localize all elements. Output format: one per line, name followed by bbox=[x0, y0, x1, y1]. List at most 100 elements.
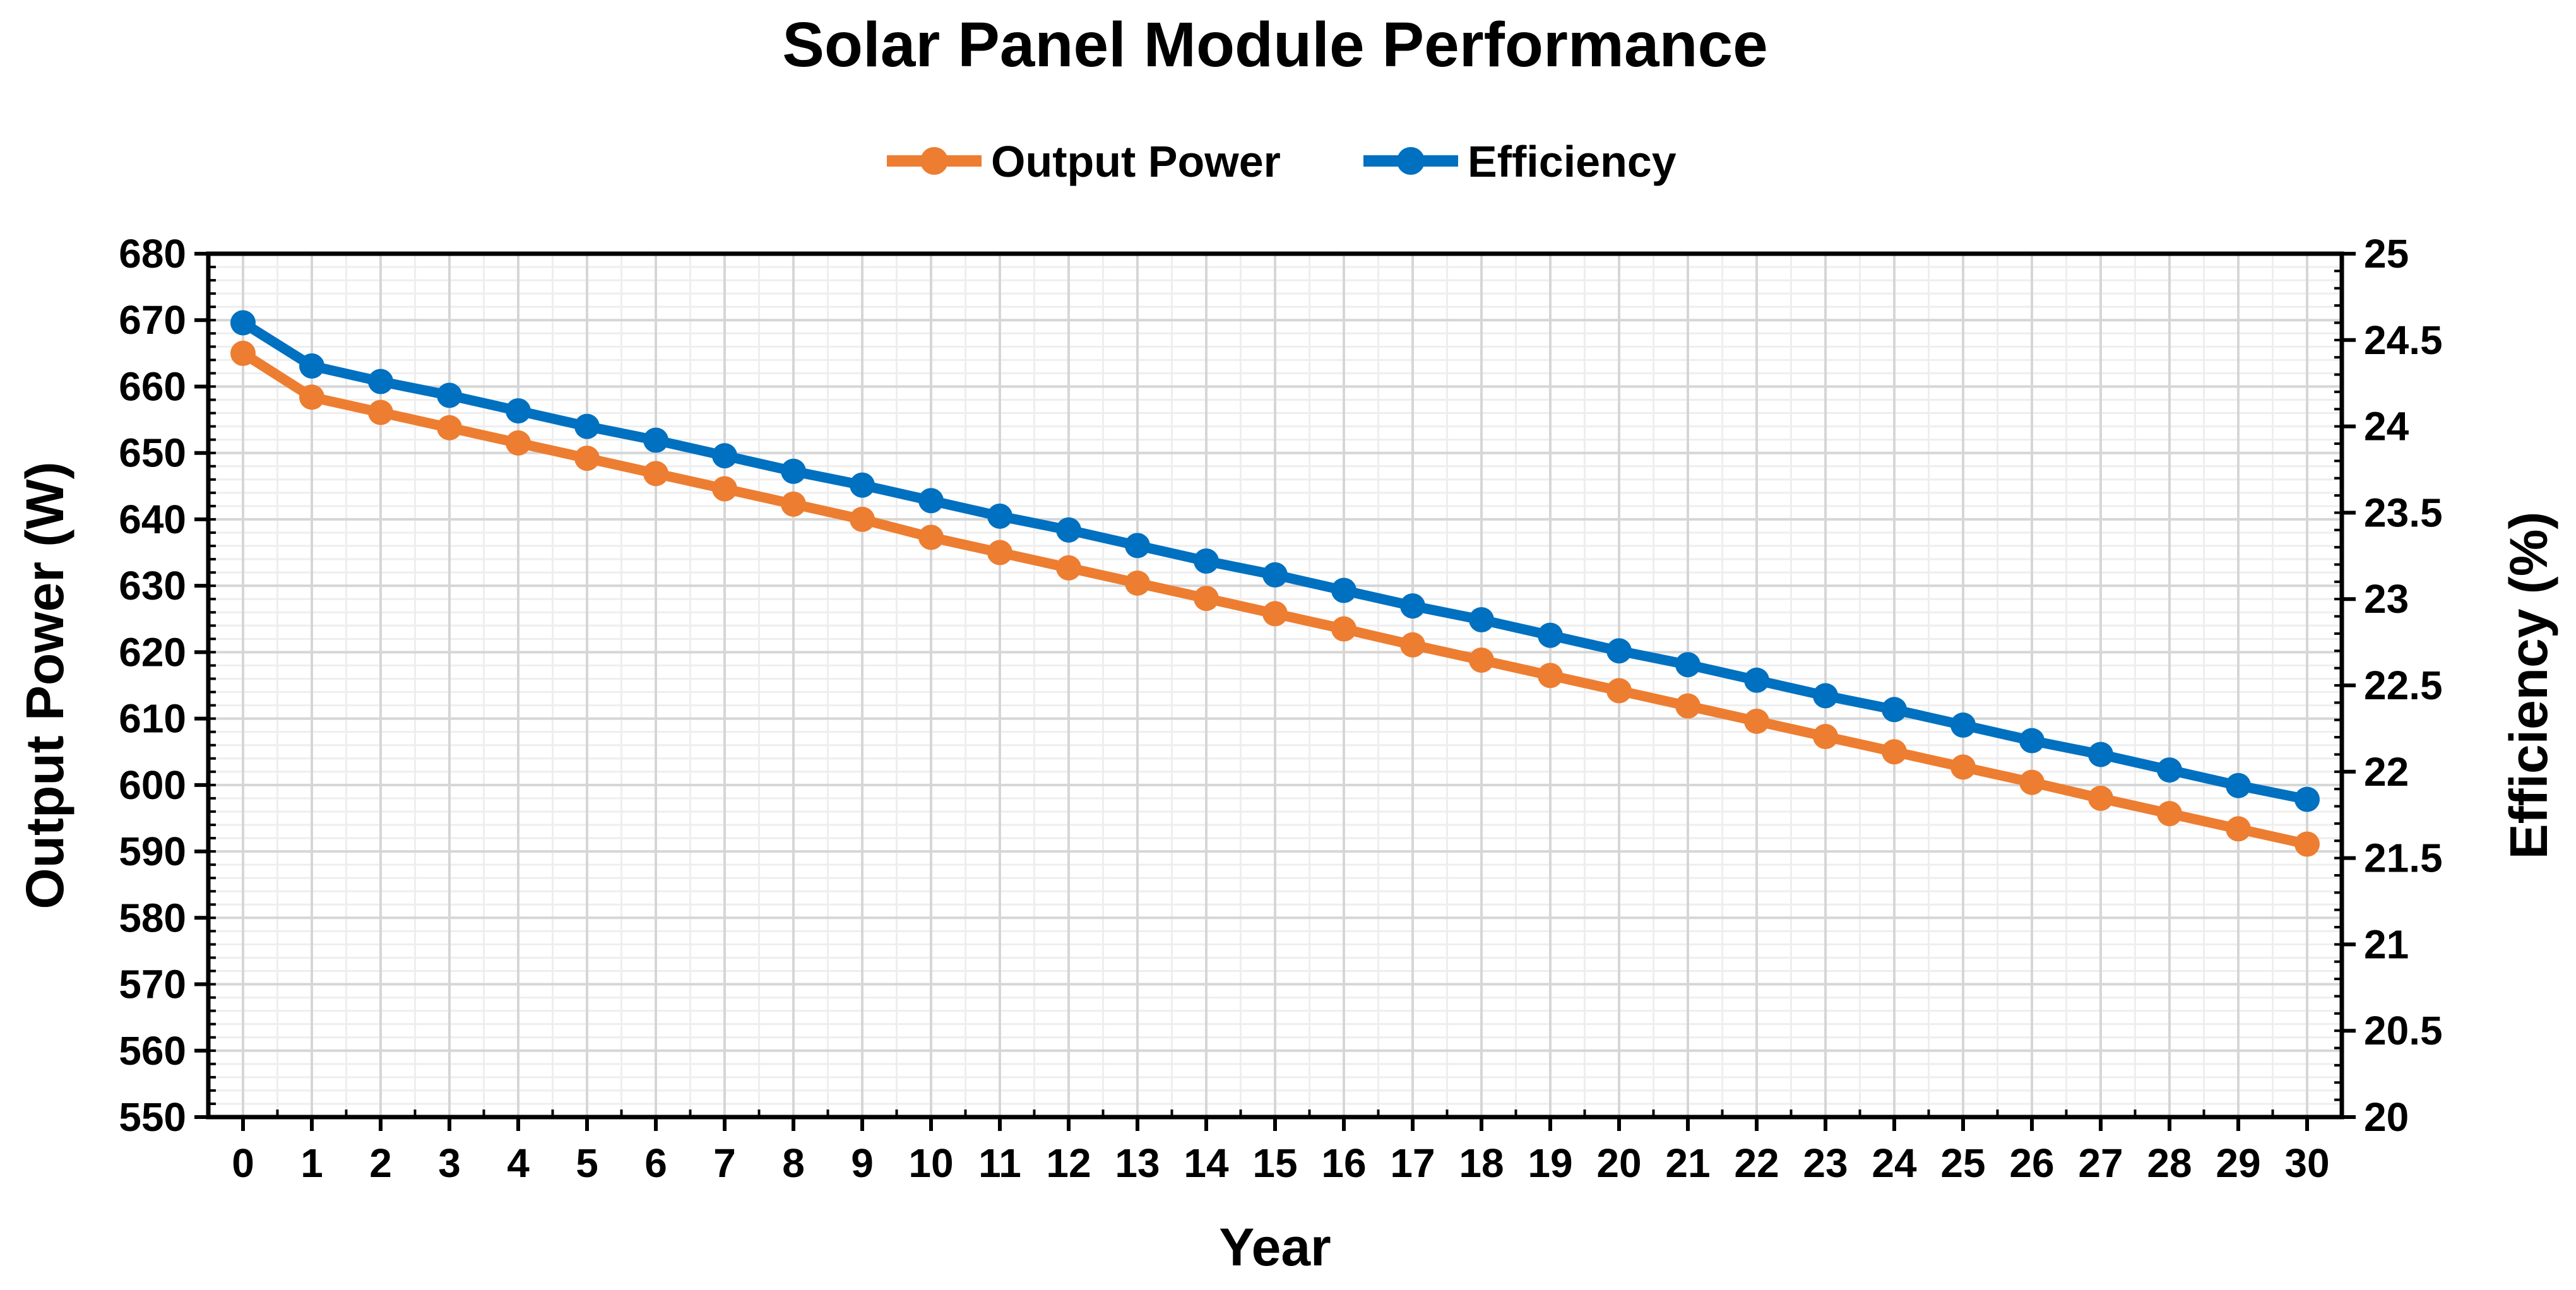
y2-tick-label: 24 bbox=[2364, 404, 2409, 449]
data-point-output-power bbox=[2019, 769, 2045, 795]
x-tick-label: 9 bbox=[851, 1140, 874, 1186]
x-tick-label: 20 bbox=[1596, 1140, 1641, 1186]
ticks-layer bbox=[194, 252, 2356, 1131]
x-tick-label: 6 bbox=[644, 1140, 667, 1186]
y-tick-label: 580 bbox=[119, 895, 186, 940]
y2-tick-label: 25 bbox=[2364, 231, 2409, 276]
y-tick-label: 640 bbox=[119, 497, 186, 542]
data-point-output-power bbox=[2088, 785, 2113, 811]
data-point-efficiency bbox=[1950, 712, 1976, 738]
data-point-efficiency bbox=[1056, 517, 1081, 543]
y2-axis-title: Efficiency (%) bbox=[2499, 512, 2558, 860]
data-point-efficiency bbox=[574, 413, 600, 439]
x-tick-label: 29 bbox=[2216, 1140, 2260, 1186]
data-point-output-power bbox=[712, 476, 737, 502]
data-point-output-power bbox=[437, 415, 462, 441]
x-tick-label: 5 bbox=[576, 1140, 598, 1186]
legend-marker-output-power bbox=[920, 147, 948, 175]
x-tick-label: 16 bbox=[1321, 1140, 1366, 1186]
data-point-efficiency bbox=[1813, 683, 1838, 709]
y2-tick-label: 20 bbox=[2364, 1094, 2409, 1140]
data-point-efficiency bbox=[1744, 667, 1769, 693]
data-point-output-power bbox=[506, 430, 531, 456]
data-point-efficiency bbox=[2157, 757, 2182, 783]
data-point-efficiency bbox=[850, 472, 875, 498]
x-tick-label: 26 bbox=[2009, 1140, 2054, 1186]
x-tick-label: 0 bbox=[232, 1140, 254, 1186]
legend-marker-efficiency bbox=[1397, 147, 1425, 175]
x-tick-label: 25 bbox=[1940, 1140, 1985, 1186]
data-point-efficiency bbox=[2226, 772, 2251, 798]
series-layer bbox=[230, 310, 2320, 857]
x-tick-label: 14 bbox=[1184, 1140, 1229, 1186]
data-point-output-power bbox=[1950, 754, 1976, 780]
data-point-output-power bbox=[1262, 601, 1288, 627]
y2-tick-label: 23.5 bbox=[2364, 490, 2443, 535]
y-tick-label: 570 bbox=[119, 962, 186, 1007]
data-point-output-power bbox=[1469, 648, 1494, 673]
x-tick-label: 4 bbox=[507, 1140, 530, 1186]
y2-tick-label: 21 bbox=[2364, 921, 2409, 967]
data-point-output-power bbox=[850, 506, 875, 532]
data-point-efficiency bbox=[987, 503, 1012, 529]
x-tick-label: 18 bbox=[1459, 1140, 1504, 1186]
data-point-output-power bbox=[918, 524, 944, 550]
data-point-efficiency bbox=[230, 310, 256, 336]
y-tick-label: 620 bbox=[119, 629, 186, 675]
data-point-efficiency bbox=[1125, 533, 1150, 559]
x-tick-label: 8 bbox=[782, 1140, 805, 1186]
data-point-output-power bbox=[1813, 724, 1838, 750]
labels-layer: 5505605705805906006106206306406506606706… bbox=[119, 231, 2442, 1186]
data-point-output-power bbox=[643, 461, 668, 487]
data-point-output-power bbox=[1056, 555, 1081, 581]
y2-tick-label: 23 bbox=[2364, 576, 2409, 622]
data-point-output-power bbox=[1606, 678, 1632, 704]
data-point-output-power bbox=[2226, 816, 2251, 842]
y2-tick-label: 22 bbox=[2364, 749, 2409, 795]
x-tick-label: 30 bbox=[2284, 1140, 2329, 1186]
x-tick-label: 21 bbox=[1665, 1140, 1710, 1186]
data-point-output-power bbox=[1331, 616, 1356, 642]
data-point-output-power bbox=[1538, 663, 1563, 689]
y-tick-label: 610 bbox=[119, 696, 186, 742]
y-tick-label: 600 bbox=[119, 762, 186, 808]
data-point-efficiency bbox=[506, 398, 531, 423]
y-tick-label: 560 bbox=[119, 1028, 186, 1074]
y-axis-title: Output Power (W) bbox=[15, 461, 74, 909]
y-tick-label: 680 bbox=[119, 231, 186, 276]
data-point-output-power bbox=[1882, 739, 1907, 765]
legend: Output Power Efficiency bbox=[887, 137, 1677, 186]
data-point-output-power bbox=[1675, 693, 1701, 719]
x-tick-label: 15 bbox=[1252, 1140, 1297, 1186]
y2-tick-label: 24.5 bbox=[2364, 317, 2443, 363]
y-tick-label: 670 bbox=[119, 297, 186, 343]
data-point-efficiency bbox=[1469, 607, 1494, 633]
y-tick-label: 630 bbox=[119, 563, 186, 608]
x-tick-label: 27 bbox=[2078, 1140, 2123, 1186]
data-point-output-power bbox=[1125, 570, 1150, 596]
x-tick-label: 11 bbox=[978, 1140, 1021, 1186]
x-tick-label: 28 bbox=[2147, 1140, 2192, 1186]
data-point-efficiency bbox=[299, 353, 324, 379]
data-point-efficiency bbox=[1606, 638, 1632, 664]
y-tick-label: 550 bbox=[119, 1094, 186, 1140]
data-point-efficiency bbox=[1262, 562, 1288, 588]
data-point-output-power bbox=[230, 340, 256, 366]
data-point-efficiency bbox=[1400, 593, 1425, 619]
data-point-efficiency bbox=[1882, 697, 1907, 723]
data-point-efficiency bbox=[1331, 577, 1356, 603]
y2-tick-label: 21.5 bbox=[2364, 836, 2443, 881]
x-tick-label: 1 bbox=[300, 1140, 323, 1186]
x-tick-label: 12 bbox=[1046, 1140, 1091, 1186]
x-tick-label: 2 bbox=[369, 1140, 392, 1186]
chart-title: Solar Panel Module Performance bbox=[782, 9, 1768, 80]
data-point-efficiency bbox=[1194, 548, 1219, 574]
y2-tick-label: 20.5 bbox=[2364, 1008, 2443, 1053]
legend-label-output-power: Output Power bbox=[991, 137, 1281, 186]
x-tick-label: 7 bbox=[713, 1140, 736, 1186]
x-tick-label: 24 bbox=[1872, 1140, 1917, 1186]
x-tick-label: 23 bbox=[1803, 1140, 1848, 1186]
x-axis-title: Year bbox=[1219, 1217, 1331, 1277]
data-point-efficiency bbox=[2088, 742, 2113, 767]
